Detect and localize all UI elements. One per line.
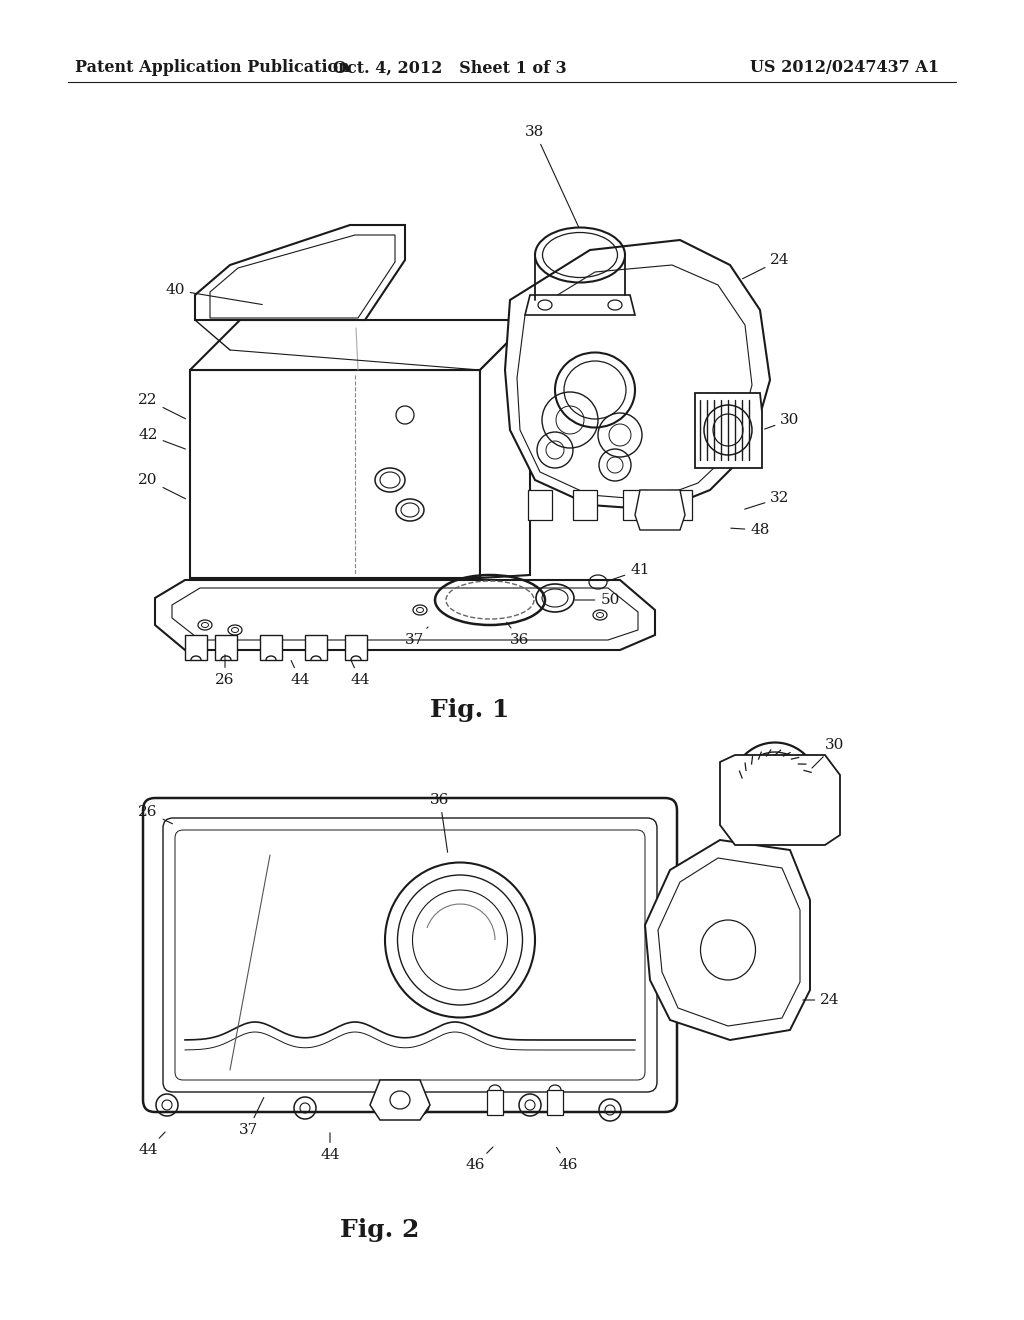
Polygon shape xyxy=(645,840,810,1040)
Text: 44: 44 xyxy=(350,660,370,686)
Text: 44: 44 xyxy=(321,1133,340,1162)
Text: 32: 32 xyxy=(744,491,790,510)
Text: US 2012/0247437 A1: US 2012/0247437 A1 xyxy=(750,59,939,77)
Text: 24: 24 xyxy=(742,253,790,279)
Text: 26: 26 xyxy=(215,655,234,686)
Polygon shape xyxy=(345,635,367,660)
Text: 44: 44 xyxy=(290,660,309,686)
Text: 37: 37 xyxy=(239,1097,264,1137)
Polygon shape xyxy=(487,1090,503,1115)
Text: 20: 20 xyxy=(138,473,185,499)
Text: 50: 50 xyxy=(574,593,620,607)
Text: 26: 26 xyxy=(138,805,172,824)
Polygon shape xyxy=(190,370,480,578)
Polygon shape xyxy=(480,319,530,578)
Polygon shape xyxy=(185,635,207,660)
Polygon shape xyxy=(155,579,655,649)
Polygon shape xyxy=(695,393,762,469)
Polygon shape xyxy=(547,1090,563,1115)
Text: 40: 40 xyxy=(165,282,262,305)
Text: 46: 46 xyxy=(465,1147,493,1172)
Polygon shape xyxy=(528,490,552,520)
Text: 24: 24 xyxy=(803,993,840,1007)
Text: 42: 42 xyxy=(138,428,185,449)
Polygon shape xyxy=(525,294,635,315)
Polygon shape xyxy=(573,490,597,520)
Polygon shape xyxy=(260,635,282,660)
Polygon shape xyxy=(305,635,327,660)
Polygon shape xyxy=(720,755,840,845)
Polygon shape xyxy=(190,319,530,370)
Text: Oct. 4, 2012   Sheet 1 of 3: Oct. 4, 2012 Sheet 1 of 3 xyxy=(333,59,567,77)
Text: 36: 36 xyxy=(507,622,529,647)
Text: Patent Application Publication: Patent Application Publication xyxy=(75,59,350,77)
Text: 30: 30 xyxy=(765,413,800,429)
Polygon shape xyxy=(195,224,406,319)
Text: Fig. 1: Fig. 1 xyxy=(430,698,510,722)
FancyBboxPatch shape xyxy=(143,799,677,1111)
Text: 38: 38 xyxy=(525,125,579,227)
Text: Fig. 2: Fig. 2 xyxy=(340,1218,420,1242)
Polygon shape xyxy=(215,635,237,660)
Polygon shape xyxy=(623,490,647,520)
Text: 22: 22 xyxy=(138,393,185,418)
Polygon shape xyxy=(370,1080,430,1119)
Text: 41: 41 xyxy=(607,564,650,581)
Text: 30: 30 xyxy=(812,738,845,768)
Polygon shape xyxy=(505,240,770,510)
Text: 36: 36 xyxy=(430,793,450,853)
Polygon shape xyxy=(668,490,692,520)
Text: 37: 37 xyxy=(406,627,428,647)
Text: 48: 48 xyxy=(731,523,770,537)
Polygon shape xyxy=(635,490,685,531)
Text: 44: 44 xyxy=(138,1133,165,1158)
Text: 46: 46 xyxy=(556,1147,578,1172)
